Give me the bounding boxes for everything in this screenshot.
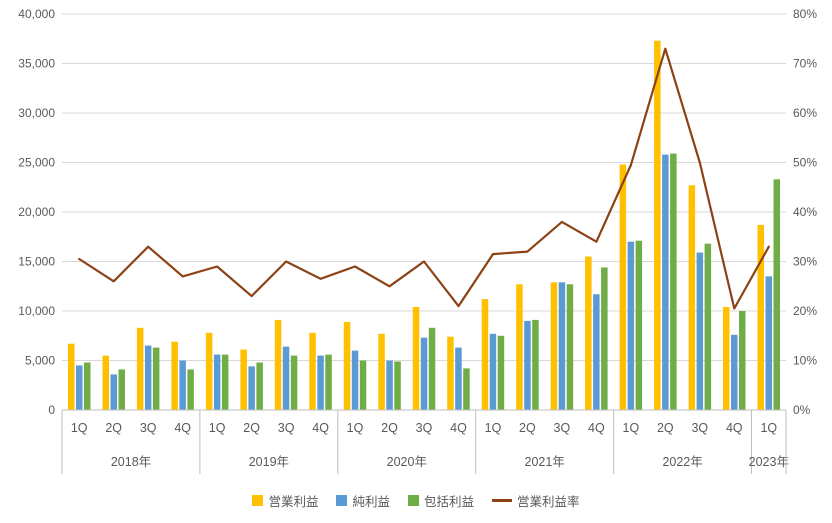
legend-item-net-profit[interactable]: 純利益 xyxy=(336,491,390,510)
svg-text:2023年: 2023年 xyxy=(749,455,789,469)
svg-text:10%: 10% xyxy=(793,354,817,368)
combo-chart: 0 5,000 10,000 15,000 20,000 25,000 30,000 35,0… xyxy=(18,7,817,474)
svg-text:60%: 60% xyxy=(793,106,817,120)
svg-text:35,000: 35,000 xyxy=(18,57,55,71)
svg-text:1Q: 1Q xyxy=(760,421,777,435)
combo-chart-svg: 0 5,000 10,000 15,000 20,000 25,000 30,000 35,0… xyxy=(18,7,817,474)
svg-text:70%: 70% xyxy=(793,57,817,71)
svg-text:0%: 0% xyxy=(793,403,811,417)
svg-text:20%: 20% xyxy=(793,304,817,318)
right-axis-labels: 0% 10% 20% 30% 40% 50% 60% 70% 80% xyxy=(793,7,817,417)
legend-item-operating-margin[interactable]: 営業利益率 xyxy=(492,491,580,510)
svg-text:2019年: 2019年 xyxy=(249,455,289,469)
legend-label-operating-margin: 営業利益率 xyxy=(517,495,580,509)
svg-text:1Q: 1Q xyxy=(347,421,364,435)
chart-legend: 営業利益 純利益 包括利益 営業利益率 xyxy=(0,491,832,510)
bars-net-profit xyxy=(76,154,772,410)
line-operating-margin xyxy=(78,47,770,310)
svg-text:2Q: 2Q xyxy=(243,421,260,435)
legend-swatch-comprehensive-income xyxy=(408,495,419,506)
bars-comprehensive-income xyxy=(84,153,780,411)
svg-text:20,000: 20,000 xyxy=(18,205,55,219)
svg-text:2022年: 2022年 xyxy=(662,455,702,469)
legend-swatch-operating-margin xyxy=(492,499,513,502)
svg-text:2020年: 2020年 xyxy=(387,455,427,469)
svg-text:3Q: 3Q xyxy=(140,421,157,435)
svg-text:4Q: 4Q xyxy=(312,421,329,435)
svg-text:4Q: 4Q xyxy=(588,421,605,435)
bars-operating-profit xyxy=(68,40,764,410)
svg-text:40,000: 40,000 xyxy=(18,7,55,21)
svg-text:2Q: 2Q xyxy=(105,421,122,435)
svg-text:4Q: 4Q xyxy=(726,421,743,435)
svg-text:1Q: 1Q xyxy=(623,421,640,435)
svg-text:30,000: 30,000 xyxy=(18,106,55,120)
svg-text:30%: 30% xyxy=(793,255,817,269)
svg-text:3Q: 3Q xyxy=(416,421,433,435)
svg-text:15,000: 15,000 xyxy=(18,255,55,269)
legend-item-operating-profit[interactable]: 営業利益 xyxy=(252,491,318,510)
svg-text:3Q: 3Q xyxy=(554,421,571,435)
svg-text:3Q: 3Q xyxy=(691,421,708,435)
legend-label-operating-profit: 営業利益 xyxy=(268,495,319,509)
svg-text:80%: 80% xyxy=(793,7,817,21)
svg-text:2Q: 2Q xyxy=(519,421,536,435)
svg-text:1Q: 1Q xyxy=(485,421,502,435)
svg-text:40%: 40% xyxy=(793,205,817,219)
svg-text:2Q: 2Q xyxy=(381,421,398,435)
svg-text:3Q: 3Q xyxy=(278,421,295,435)
legend-label-net-profit: 純利益 xyxy=(352,495,390,509)
svg-text:2Q: 2Q xyxy=(657,421,674,435)
svg-text:10,000: 10,000 xyxy=(18,304,55,318)
svg-text:4Q: 4Q xyxy=(174,421,191,435)
svg-text:2018年: 2018年 xyxy=(111,455,151,469)
svg-text:1Q: 1Q xyxy=(209,421,226,435)
svg-text:25,000: 25,000 xyxy=(18,156,55,170)
legend-swatch-operating-profit xyxy=(252,495,264,506)
legend-item-comprehensive-income[interactable]: 包括利益 xyxy=(408,491,474,510)
year-labels: 2018年 2019年 2020年 2021年 2022年 2023年 xyxy=(61,410,789,474)
legend-swatch-net-profit xyxy=(336,495,348,506)
svg-text:2021年: 2021年 xyxy=(525,455,565,469)
svg-text:50%: 50% xyxy=(793,156,817,170)
svg-text:4Q: 4Q xyxy=(450,421,467,435)
left-axis-labels: 0 5,000 10,000 15,000 20,000 25,000 30,000 35,0… xyxy=(18,7,55,417)
legend-label-comprehensive-income: 包括利益 xyxy=(424,495,475,509)
svg-text:0: 0 xyxy=(48,403,55,417)
svg-text:5,000: 5,000 xyxy=(25,354,55,368)
quarter-labels: 1Q 2Q 3Q 4Q 1Q 2Q 3Q 4Q 1Q 2Q 3Q 4Q 1Q 2Q 3Q 4Q 1Q 2Q 3Q 4Q… xyxy=(71,421,778,435)
svg-text:1Q: 1Q xyxy=(71,421,88,435)
